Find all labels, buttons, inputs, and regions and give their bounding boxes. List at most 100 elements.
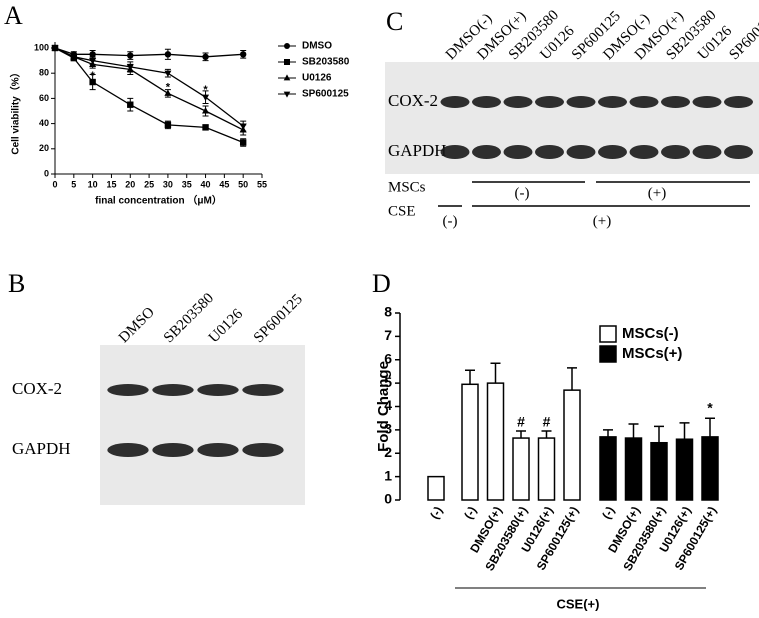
x-tick-label: 15	[106, 179, 116, 189]
error-bar	[567, 367, 577, 391]
band	[242, 443, 284, 457]
marker	[51, 45, 59, 52]
panel-label: B	[8, 269, 25, 298]
bar	[675, 438, 694, 501]
marker	[89, 78, 96, 86]
condition-group: (-)	[515, 185, 530, 201]
y-tick-label: 80	[39, 68, 49, 78]
y-tick-label: 100	[34, 42, 49, 52]
y-tick-label: 2	[384, 444, 392, 460]
band	[152, 384, 194, 396]
x-tick-label: (-)	[427, 504, 445, 521]
marker	[202, 124, 209, 131]
band	[724, 96, 753, 108]
legend-label: MSCs(+)	[622, 345, 682, 362]
band	[503, 145, 533, 159]
marker	[239, 123, 247, 130]
x-tick-label: 50	[238, 179, 248, 189]
legend-label: SB203580	[302, 57, 350, 68]
x-tick-label: 55	[257, 179, 267, 189]
panel-label: C	[386, 7, 403, 36]
x-tick-label: 20	[125, 179, 135, 189]
bar	[427, 475, 445, 501]
blot-background	[100, 345, 305, 505]
marker	[284, 59, 290, 65]
x-tick-label: 40	[201, 179, 211, 189]
y-tick-label: 5	[384, 374, 392, 390]
condition-group: (-)	[443, 213, 458, 229]
band	[197, 443, 239, 457]
band	[598, 96, 627, 108]
error-bar	[628, 423, 639, 439]
bar	[650, 441, 668, 501]
x-tick-label: 10	[88, 179, 98, 189]
condition-label: CSE	[388, 203, 416, 219]
y-tick-label: 7	[384, 327, 392, 343]
error-bar	[603, 429, 613, 437]
band	[535, 96, 564, 108]
marker	[202, 107, 210, 114]
marker	[202, 53, 209, 61]
band	[629, 96, 659, 108]
marker	[239, 51, 247, 58]
row-label: COX-2	[388, 91, 438, 110]
series-line	[54, 47, 244, 144]
marker	[126, 64, 134, 71]
annotation: *	[203, 84, 208, 96]
y-tick-label: 4	[384, 397, 392, 413]
band	[107, 384, 149, 396]
bar	[461, 383, 479, 501]
annotation: #	[543, 414, 551, 430]
lane-label: DMSO	[116, 304, 158, 346]
marker	[89, 58, 97, 65]
error-bar	[705, 417, 715, 437]
error-bar	[516, 430, 526, 439]
y-tick-label: 0	[384, 491, 392, 507]
legend-label: U0126	[302, 73, 332, 84]
y-axis-label: Fold Change	[375, 361, 392, 452]
band	[724, 145, 753, 159]
row-label: COX-2	[12, 379, 62, 398]
marker	[164, 70, 172, 78]
y-tick-label: 1	[384, 467, 392, 483]
bar	[486, 382, 505, 501]
y-tick-label: 60	[39, 93, 49, 103]
bar	[624, 437, 643, 501]
marker	[164, 121, 172, 129]
marker	[89, 51, 96, 58]
bar	[599, 436, 617, 501]
error-bar	[465, 369, 475, 385]
x-tick-label: 45	[219, 179, 229, 189]
band	[598, 145, 627, 159]
series-line	[54, 47, 244, 131]
band	[661, 145, 690, 159]
lane-label: SP600125	[251, 291, 306, 346]
band	[472, 96, 501, 108]
panel-label: A	[4, 1, 23, 30]
x-tick-label: (-)	[461, 504, 479, 521]
legend-swatch	[599, 345, 617, 363]
y-tick-label: 3	[384, 421, 392, 437]
y-tick-label: 6	[384, 350, 392, 366]
x-tick-label: 25	[144, 179, 154, 189]
band	[692, 145, 722, 159]
band	[692, 96, 722, 108]
band	[629, 145, 659, 159]
band	[197, 384, 239, 396]
x-tick-label: (-)	[599, 504, 617, 521]
marker	[284, 43, 290, 49]
band	[107, 443, 149, 457]
annotation: *	[90, 70, 95, 82]
band	[535, 145, 564, 159]
marker	[164, 89, 172, 96]
x-tick-label: 5	[71, 179, 76, 189]
bar	[537, 437, 556, 501]
x-tick-label: 0	[52, 179, 57, 189]
band	[440, 96, 470, 108]
annotation: #	[517, 414, 525, 430]
bar	[563, 389, 581, 501]
annotation: *	[707, 400, 713, 416]
marker	[283, 74, 291, 81]
